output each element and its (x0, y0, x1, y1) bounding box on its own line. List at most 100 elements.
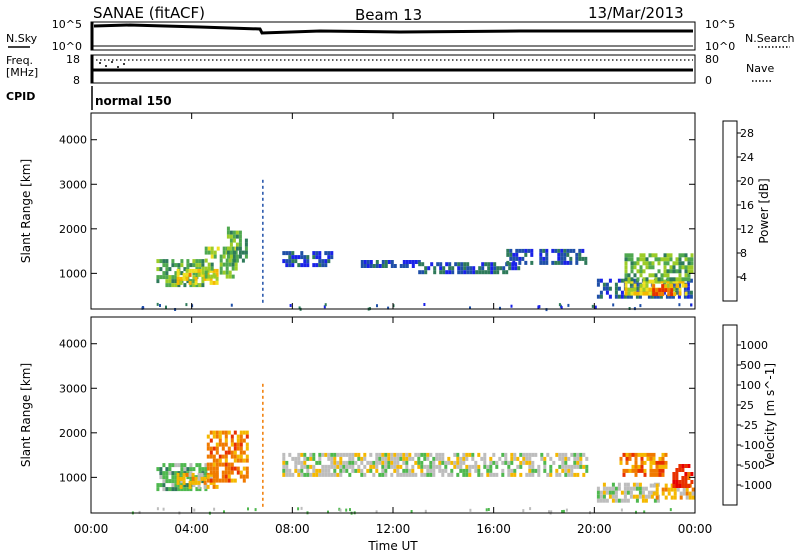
range-gate-cell (450, 460, 454, 465)
range-gate-cell (324, 452, 328, 457)
range-gate-cell (348, 456, 352, 461)
range-gate-cell (620, 294, 624, 299)
range-gate-cell (518, 248, 522, 253)
colorbar-tick-label: 25 (740, 399, 754, 412)
range-gate-cell (684, 291, 688, 296)
range-gate-cell (645, 287, 649, 292)
range-gate-cell (188, 268, 192, 273)
range-gate-cell (643, 510, 646, 514)
range-gate-cell (521, 256, 525, 261)
range-gate-cell (638, 486, 642, 491)
range-gate-cell (191, 476, 195, 481)
range-gate-cell (176, 268, 180, 273)
range-gate-cell (213, 274, 217, 279)
range-gate-cell (300, 263, 304, 268)
range-gate-cell (372, 460, 376, 465)
range-gate-cell (483, 452, 487, 457)
range-gate-cell (351, 456, 355, 461)
range-gate-cell (675, 468, 679, 472)
range-gate-cell (619, 456, 623, 461)
range-gate-cell (306, 255, 310, 260)
x-tick-label: 08:00 (275, 522, 310, 536)
range-gate-cell (327, 468, 331, 473)
range-gate-cell (567, 468, 571, 473)
range-gate-cell (507, 468, 511, 473)
range-gate-cell (457, 270, 461, 275)
range-gate-cell (402, 460, 406, 465)
range-gate-cell (579, 464, 583, 469)
range-gate-cell (300, 506, 303, 510)
range-gate-cell (444, 460, 448, 465)
range-gate-cell (649, 483, 653, 488)
range-gate-cell (489, 464, 493, 469)
range-gate-cell (531, 472, 535, 477)
range-gate-cell (300, 452, 304, 457)
range-gate-cell (387, 464, 391, 469)
range-gate-cell (605, 286, 609, 291)
range-gate-cell (684, 277, 688, 282)
range-gate-cell (426, 472, 430, 477)
range-gate-cell (229, 238, 233, 243)
range-gate-cell (405, 452, 409, 457)
range-gate-cell (203, 480, 207, 485)
range-gate-cell (456, 452, 460, 457)
range-gate-cell (575, 260, 579, 265)
range-gate-cell (390, 452, 394, 457)
range-gate-cell (387, 452, 391, 457)
range-gate-cell (204, 463, 208, 468)
range-gate-cell (560, 256, 564, 261)
range-gate-cell (221, 462, 225, 467)
range-gate-cell (229, 242, 233, 247)
range-gate-cell (351, 468, 355, 473)
range-gate-cell (563, 256, 567, 261)
range-gate-cell (294, 259, 298, 264)
range-gate-cell (669, 508, 672, 512)
range-gate-cell (517, 266, 521, 271)
range-gate-cell (384, 260, 388, 264)
range-gate-cell (180, 259, 184, 264)
range-gate-cell (210, 274, 214, 279)
range-gate-cell (402, 456, 406, 461)
range-gate-cell (222, 262, 226, 267)
range-gate-cell (209, 268, 213, 273)
range-gate-cell (460, 266, 464, 271)
range-gate-cell (516, 464, 520, 469)
y-tick-label: 1000 (59, 471, 87, 484)
range-gate-cell (191, 472, 195, 477)
range-gate-cell (318, 460, 322, 465)
range-gate-cell (194, 276, 198, 281)
range-gate-cell (681, 464, 685, 468)
range-gate-cell (558, 452, 562, 457)
sky-noise-line (93, 23, 693, 35)
range-gate-cell (177, 463, 181, 468)
range-gate-cell (501, 468, 505, 473)
range-gate-cell (402, 472, 406, 477)
range-gate-cell (183, 283, 187, 288)
range-gate-cell (234, 266, 238, 271)
nave-label: Nave (746, 62, 774, 75)
range-gate-cell (620, 278, 624, 283)
range-gate-cell (487, 262, 491, 267)
x-tick-label: 16:00 (476, 522, 511, 536)
range-gate-cell (678, 480, 682, 484)
range-gate-cell (665, 294, 669, 299)
range-gate-cell (663, 261, 667, 266)
range-gate-cell (664, 284, 668, 289)
range-gate-cell (414, 460, 418, 465)
range-gate-cell (242, 458, 246, 463)
range-gate-cell (396, 460, 400, 465)
range-gate-cell (578, 252, 582, 257)
range-gate-cell (623, 494, 627, 499)
range-gate-cell (366, 260, 370, 264)
range-gate-cell (235, 246, 239, 251)
range-gate-cell (624, 279, 628, 284)
range-gate-cell (179, 276, 183, 281)
range-gate-cell (315, 460, 319, 465)
range-gate-cell (441, 456, 445, 461)
colorbar-tick-label: -500 (740, 459, 765, 472)
range-gate-cell (188, 272, 192, 277)
range-gate-cell (442, 266, 446, 271)
range-gate-cell (417, 456, 421, 461)
range-gate-cell (219, 258, 223, 263)
range-gate-cell (672, 287, 676, 292)
